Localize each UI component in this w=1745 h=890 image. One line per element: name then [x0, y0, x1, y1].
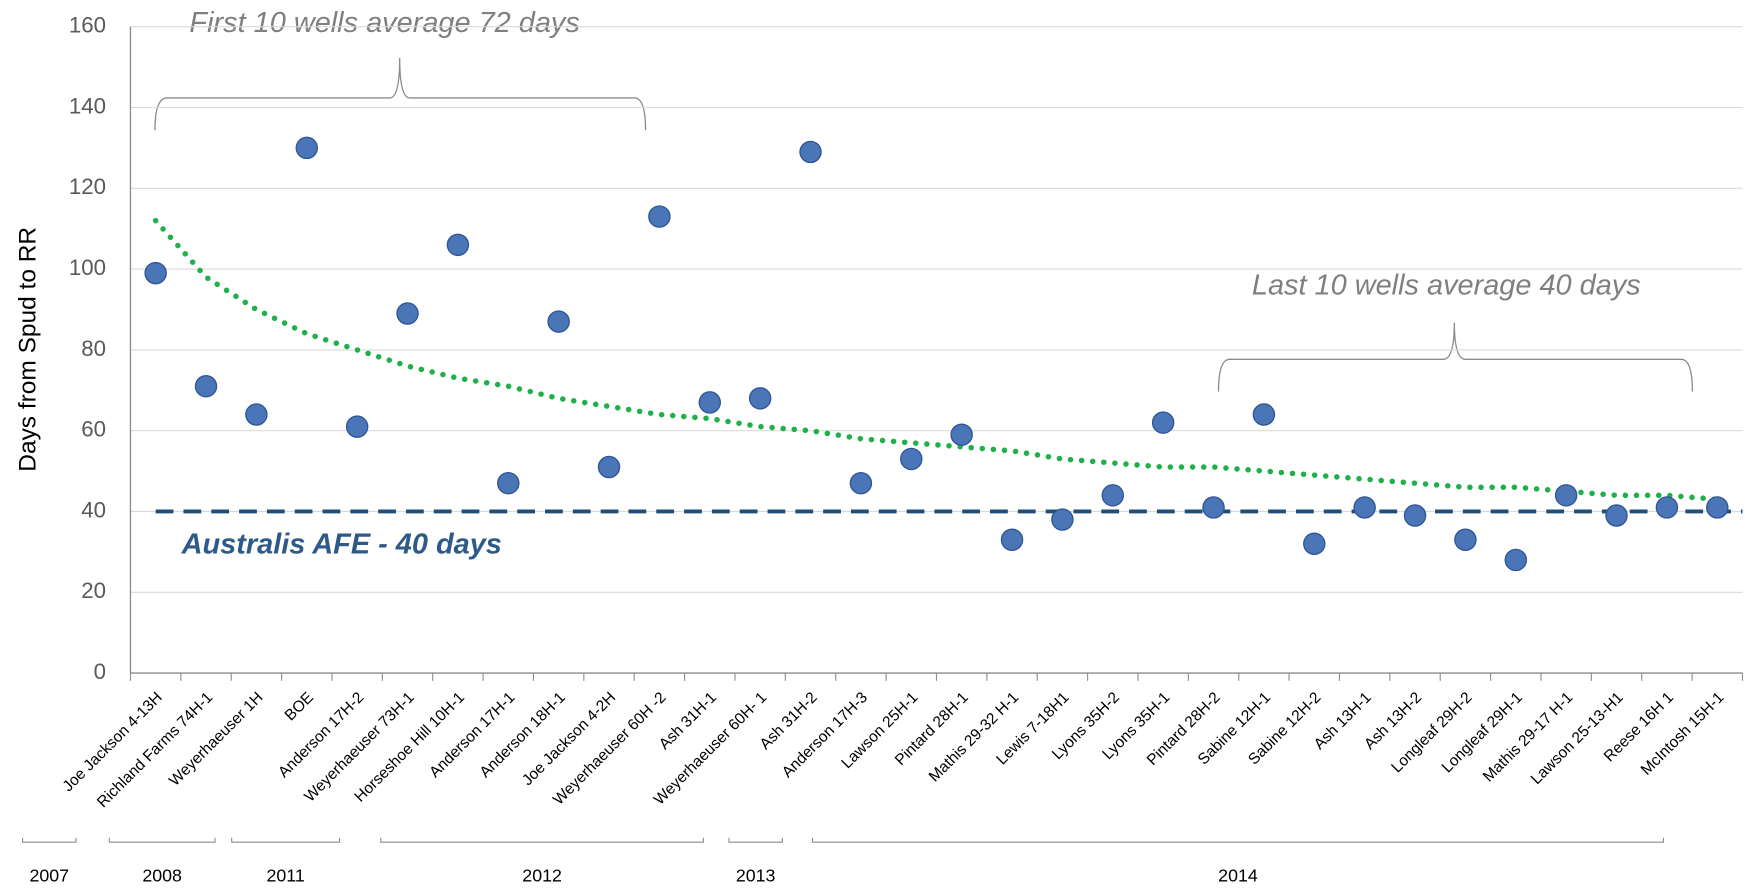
bracket: [154, 57, 647, 131]
x-tick-label: Lawson 25-13-H1: [1528, 689, 1627, 788]
data-point: [144, 261, 167, 285]
data-point: [849, 471, 873, 495]
data-point: [1151, 411, 1175, 434]
data-point: [597, 455, 621, 479]
year-bracket: [108, 837, 216, 843]
data-point: [1303, 532, 1326, 556]
y-tick-label: 60: [81, 417, 106, 442]
data-point: [799, 140, 822, 164]
y-tick-label: 80: [81, 336, 106, 361]
year-label: 2011: [267, 865, 305, 885]
data-point: [295, 136, 319, 160]
data-point: [194, 375, 218, 398]
data-point: [1403, 504, 1427, 527]
data-point: [547, 310, 570, 333]
trendline: [152, 217, 1721, 503]
x-tick-label: Anderson 17H-2: [275, 689, 367, 781]
data-point: [1454, 528, 1477, 551]
year-label: 2013: [736, 865, 776, 885]
data-point: [1252, 403, 1276, 426]
data-point: [950, 423, 973, 446]
x-tick-label: Mathis 29-17 H-1: [1480, 689, 1576, 785]
data-point: [1101, 484, 1125, 507]
data-point: [497, 471, 520, 495]
data-point: [245, 403, 268, 426]
data-point: [1706, 496, 1729, 519]
y-tick-label: 160: [69, 13, 106, 38]
x-tick-label: Mathis 29-32 H-1: [926, 689, 1022, 785]
y-axis-title: Days from Spud to RR: [15, 227, 42, 472]
annotation: Last 10 wells average 40 days: [1252, 270, 1641, 302]
data-point: [698, 391, 722, 414]
data-point: [1051, 508, 1074, 531]
year-label: 2007: [29, 865, 69, 885]
data-point: [1504, 548, 1528, 572]
annotation: First 10 wells average 72 days: [189, 7, 579, 39]
data-point: [1000, 528, 1024, 551]
x-tick-label: Weyerhaeuser 1H: [166, 689, 267, 790]
y-tick-label: 140: [69, 93, 106, 118]
x-tick-label: Joe Jackson 4-2H: [519, 689, 619, 789]
data-point: [1202, 496, 1225, 519]
year-bracket: [231, 837, 341, 843]
data-point: [396, 302, 419, 325]
year-label: 2008: [142, 865, 182, 885]
year-bracket: [380, 837, 704, 843]
x-tick-label: Anderson 17H-1: [426, 689, 518, 781]
data-point: [900, 447, 923, 471]
y-tick-label: 100: [69, 255, 106, 280]
y-tick-label: 40: [81, 497, 106, 522]
data-point: [1655, 496, 1679, 519]
reference-label: Australis AFE - 40 days: [181, 529, 502, 561]
y-tick-label: 120: [69, 174, 106, 199]
year-bracket: [811, 837, 1665, 843]
x-tick-label: BOE: [282, 689, 317, 724]
data-point: [748, 387, 772, 410]
data-point: [1605, 504, 1628, 527]
data-point: [446, 233, 470, 257]
data-point: [648, 205, 671, 228]
year-bracket: [21, 837, 77, 843]
x-tick-label: Anderson 18H-1: [477, 689, 569, 781]
year-label: 2012: [522, 865, 562, 885]
bracket: [1217, 322, 1694, 392]
y-tick-label: 20: [81, 578, 106, 603]
year-label: 2014: [1218, 865, 1258, 885]
data-point: [1353, 496, 1376, 519]
data-point: [1554, 484, 1578, 507]
data-point: [345, 415, 369, 438]
x-tick-label: Anderson 17H-3: [779, 689, 871, 781]
year-bracket: [728, 837, 783, 843]
y-tick-label: 0: [94, 659, 106, 684]
